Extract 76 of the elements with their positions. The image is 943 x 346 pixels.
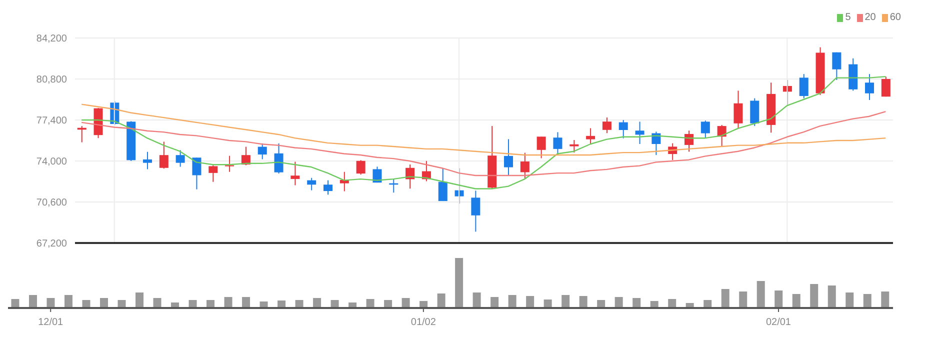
bar xyxy=(508,295,516,308)
candlestick xyxy=(471,190,480,232)
bar xyxy=(756,281,765,308)
bar xyxy=(526,296,534,308)
legend-label: 5 xyxy=(845,12,851,23)
bar xyxy=(792,294,800,308)
candlestick xyxy=(176,150,185,168)
bar xyxy=(881,292,890,308)
y-tick-label: 70,600 xyxy=(36,198,68,209)
candlestick xyxy=(734,90,743,129)
y-tick-label: 77,400 xyxy=(36,116,68,127)
line-series xyxy=(80,104,886,156)
candlestick xyxy=(865,74,874,100)
bar xyxy=(739,292,748,308)
candlestick xyxy=(356,160,366,176)
candlestick xyxy=(832,52,842,80)
candlestick xyxy=(750,98,760,127)
candlestick xyxy=(520,152,530,179)
candlestick xyxy=(586,128,596,145)
candlestick xyxy=(323,180,332,196)
candlestick xyxy=(799,74,808,99)
candlestick xyxy=(700,120,710,139)
legend-label: 60 xyxy=(890,12,901,23)
y-tick-label: 74,000 xyxy=(36,156,68,168)
candlestick xyxy=(618,120,628,139)
bar xyxy=(774,290,783,308)
bar xyxy=(100,298,108,308)
line-series xyxy=(80,110,886,176)
bar xyxy=(614,297,623,308)
candlestick xyxy=(684,130,694,152)
bar xyxy=(579,296,588,308)
bar xyxy=(472,292,481,308)
bar xyxy=(562,295,570,308)
bar xyxy=(46,298,55,308)
candlestick xyxy=(553,132,562,156)
bar xyxy=(490,297,499,308)
candlestick xyxy=(536,136,546,159)
candlestick xyxy=(307,177,316,191)
candlestick xyxy=(290,161,300,186)
bar xyxy=(313,298,322,308)
candlestick xyxy=(274,142,284,174)
bar xyxy=(455,258,464,308)
y-tick-label: 67,200 xyxy=(36,238,68,250)
bar xyxy=(863,294,872,308)
bar xyxy=(846,292,854,308)
candlestick xyxy=(570,140,579,154)
y-tick-label: 80,800 xyxy=(36,74,68,86)
candlestick xyxy=(635,121,644,144)
y-tick-label: 84,200 xyxy=(36,34,68,45)
legend-label: 20 xyxy=(864,12,876,23)
bar xyxy=(242,297,250,308)
bar xyxy=(28,295,37,308)
candlestick xyxy=(881,76,890,98)
candlestick xyxy=(142,151,152,170)
bar xyxy=(64,295,72,308)
x-tick-label: 02/01 xyxy=(766,317,792,328)
candlestick xyxy=(192,157,202,190)
candlestick xyxy=(438,168,448,202)
bar xyxy=(224,297,232,308)
bar xyxy=(810,284,818,308)
bar xyxy=(721,289,730,308)
candlestick xyxy=(241,146,250,166)
bar xyxy=(632,298,641,308)
candlestick xyxy=(504,138,513,176)
candlestick xyxy=(602,116,612,134)
candlestick xyxy=(258,142,267,160)
x-tick-label: 12/01 xyxy=(38,317,64,328)
bar xyxy=(437,294,446,308)
x-tick-label: 01/02 xyxy=(410,317,436,328)
bar xyxy=(136,292,144,308)
bar xyxy=(402,298,410,308)
bar xyxy=(153,298,162,308)
candlestick xyxy=(208,164,218,182)
candlestick xyxy=(159,141,168,170)
bar xyxy=(828,286,836,308)
candlestick xyxy=(225,155,234,172)
